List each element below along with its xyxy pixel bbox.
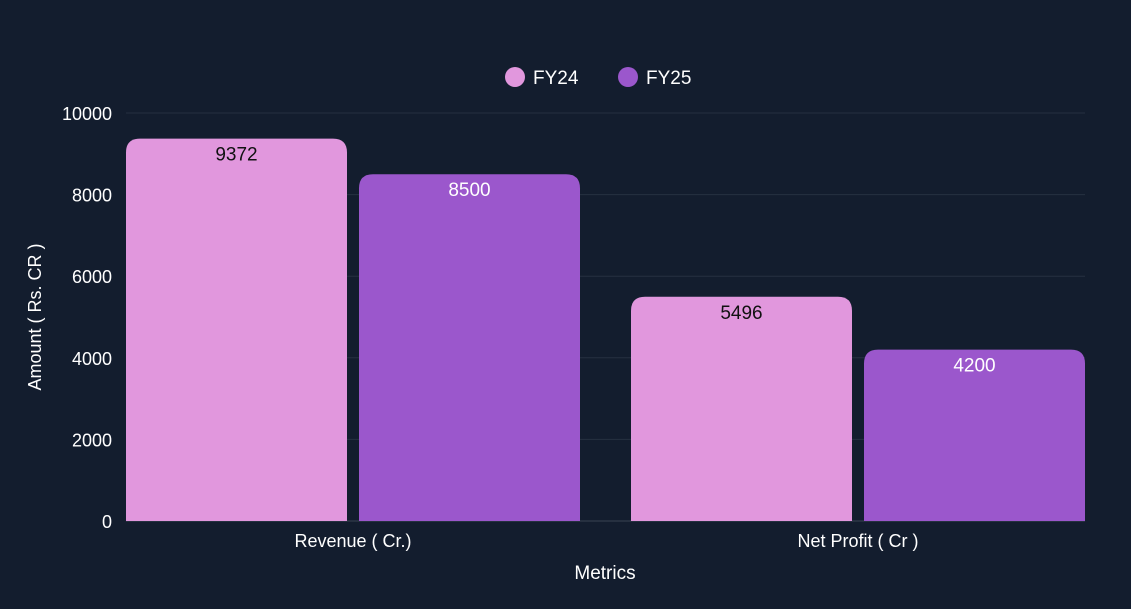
bars: 9372 8500 5496 4200: [126, 138, 1085, 521]
y-axis-ticks: 0 2000 4000 6000 8000 10000: [62, 104, 112, 532]
bar-value-label: 8500: [448, 180, 490, 201]
y-tick-label: 8000: [72, 186, 112, 206]
legend: FY24 FY25: [505, 67, 691, 89]
y-tick-label: 2000: [72, 430, 112, 450]
bar-value-label: 5496: [720, 303, 762, 324]
bar-fy25: [359, 174, 580, 521]
legend-swatch-fy25: [618, 67, 638, 87]
legend-label: FY24: [533, 68, 579, 89]
x-tick-label: Net Profit ( Cr ): [797, 531, 918, 551]
bar-value-label: 9372: [215, 145, 257, 166]
bar-fy25: [864, 349, 1085, 521]
legend-swatch-fy24: [505, 67, 525, 87]
x-axis-ticks: Revenue ( Cr.) Net Profit ( Cr ): [294, 531, 918, 551]
y-axis-title: Amount ( Rs. CR ): [25, 243, 45, 390]
bar-fy24: [631, 296, 852, 521]
legend-label: FY25: [646, 68, 691, 89]
bar-fy24: [126, 138, 347, 521]
y-tick-label: 10000: [62, 104, 112, 124]
x-tick-label: Revenue ( Cr.): [294, 531, 411, 551]
y-tick-label: 0: [102, 512, 112, 532]
bar-value-label: 4200: [953, 356, 995, 377]
y-tick-label: 4000: [72, 349, 112, 369]
y-tick-label: 6000: [72, 267, 112, 287]
x-axis-title: Metrics: [574, 563, 635, 584]
